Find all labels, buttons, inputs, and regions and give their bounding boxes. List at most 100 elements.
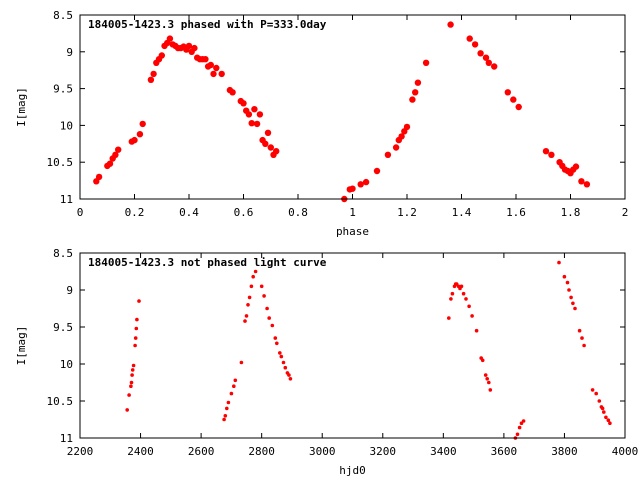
data-point bbox=[129, 384, 133, 389]
data-point bbox=[403, 123, 411, 131]
x-tick-label: 1.2 bbox=[397, 206, 417, 219]
data-point bbox=[229, 391, 234, 396]
data-point bbox=[129, 380, 134, 385]
data-point bbox=[357, 181, 364, 188]
data-point bbox=[447, 21, 454, 28]
data-point bbox=[409, 96, 416, 103]
data-point bbox=[210, 70, 217, 78]
data-point bbox=[253, 120, 261, 128]
data-point bbox=[600, 406, 605, 411]
y-tick-label: 8.5 bbox=[53, 247, 73, 260]
data-point bbox=[245, 111, 253, 118]
data-point bbox=[485, 59, 492, 66]
data-point bbox=[147, 76, 155, 84]
data-point bbox=[521, 419, 526, 423]
y-tick-label: 10.5 bbox=[47, 156, 74, 169]
data-point bbox=[253, 269, 258, 274]
data-point bbox=[273, 336, 278, 340]
data-point bbox=[259, 284, 264, 289]
data-point bbox=[604, 415, 608, 420]
data-point bbox=[466, 35, 473, 42]
data-point bbox=[288, 377, 293, 381]
y-tick-label: 11 bbox=[60, 193, 73, 206]
data-point bbox=[487, 380, 491, 385]
data-point bbox=[571, 301, 575, 306]
data-point bbox=[449, 297, 453, 301]
x-tick-label: 4000 bbox=[612, 445, 639, 458]
unphased-points bbox=[125, 260, 612, 440]
data-point bbox=[133, 343, 137, 348]
data-point bbox=[135, 317, 139, 322]
data-point bbox=[480, 358, 485, 363]
data-point bbox=[565, 280, 570, 285]
x-tick-label: 3000 bbox=[309, 445, 336, 458]
data-point bbox=[281, 360, 286, 365]
y-tick-label: 9 bbox=[66, 284, 73, 297]
phased-plot-frame bbox=[79, 14, 626, 200]
data-point bbox=[515, 432, 520, 437]
data-point bbox=[213, 64, 220, 72]
data-point bbox=[483, 373, 488, 377]
x-tick-label: 2 bbox=[622, 206, 629, 219]
data-point bbox=[450, 291, 455, 296]
data-point bbox=[470, 314, 474, 318]
data-point bbox=[256, 111, 264, 118]
x-tick-label: 1.4 bbox=[452, 206, 472, 219]
data-point bbox=[578, 178, 585, 185]
data-point bbox=[202, 56, 209, 63]
data-point bbox=[349, 185, 356, 192]
x-tick-label: 3400 bbox=[430, 445, 457, 458]
data-point bbox=[264, 129, 272, 136]
data-point bbox=[606, 418, 611, 423]
x-tick-label: 3800 bbox=[551, 445, 578, 458]
data-point bbox=[131, 363, 136, 368]
data-point bbox=[244, 314, 249, 318]
data-point bbox=[373, 167, 381, 175]
data-point bbox=[608, 421, 612, 426]
data-point bbox=[267, 144, 274, 151]
data-point bbox=[542, 148, 550, 155]
data-point bbox=[467, 304, 471, 309]
data-point bbox=[482, 54, 490, 61]
data-point bbox=[243, 319, 247, 323]
unphased-plot-frame bbox=[79, 252, 626, 439]
x-tick-label: 3600 bbox=[491, 445, 518, 458]
unphased-x-axis-label: hjd0 bbox=[339, 464, 366, 477]
data-point bbox=[510, 96, 517, 103]
x-tick-label: 0 bbox=[77, 206, 84, 219]
x-tick-label: 0.2 bbox=[125, 206, 145, 219]
data-point bbox=[125, 408, 129, 412]
data-point bbox=[582, 343, 586, 348]
data-point bbox=[131, 136, 138, 144]
x-tick-label: 0.4 bbox=[179, 206, 199, 219]
x-tick-label: 1.8 bbox=[561, 206, 581, 219]
phased-x-axis-label: phase bbox=[336, 225, 369, 238]
data-point bbox=[279, 354, 284, 359]
y-tick-label: 9.5 bbox=[53, 321, 73, 334]
data-point bbox=[223, 414, 228, 418]
data-point bbox=[246, 303, 250, 307]
data-point bbox=[572, 163, 580, 170]
y-tick-label: 10.5 bbox=[47, 395, 74, 408]
data-point bbox=[185, 42, 193, 50]
data-point bbox=[392, 144, 400, 151]
data-point bbox=[127, 393, 131, 397]
data-point bbox=[414, 79, 422, 86]
data-point bbox=[491, 63, 498, 70]
y-tick-label: 11 bbox=[60, 432, 73, 445]
data-point bbox=[112, 151, 119, 158]
data-point bbox=[447, 316, 451, 320]
data-point bbox=[477, 50, 484, 57]
y-tick-label: 9 bbox=[66, 46, 73, 59]
data-point bbox=[130, 368, 135, 372]
data-point bbox=[251, 274, 255, 279]
data-point bbox=[461, 291, 466, 296]
data-point bbox=[580, 336, 584, 340]
x-tick-label: 2400 bbox=[127, 445, 154, 458]
data-point bbox=[267, 316, 272, 320]
data-point bbox=[562, 274, 567, 279]
data-point bbox=[158, 52, 165, 59]
data-point bbox=[106, 160, 114, 167]
data-point bbox=[115, 146, 122, 153]
data-point bbox=[583, 181, 591, 188]
